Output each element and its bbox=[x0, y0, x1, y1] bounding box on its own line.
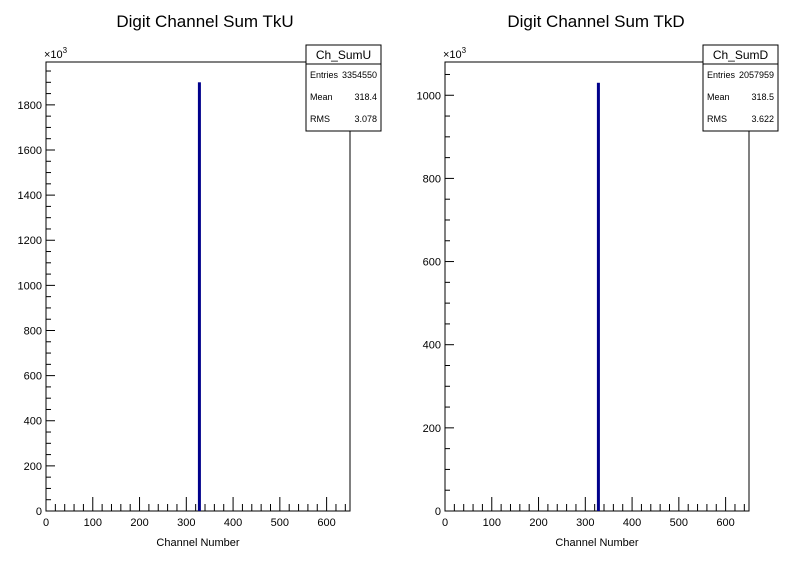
x-tick-label: 600 bbox=[716, 517, 734, 529]
y-tick-label: 1400 bbox=[18, 190, 42, 202]
x-tick-label: 200 bbox=[529, 517, 547, 529]
x-tick-label: 500 bbox=[670, 517, 688, 529]
y-tick-label: 200 bbox=[423, 423, 441, 435]
x-tick-label: 500 bbox=[271, 517, 289, 529]
x-tick-label: 200 bbox=[130, 517, 148, 529]
histogram-bar bbox=[596, 82, 600, 511]
stats-box: Ch_SumD Entries 2057959 Mean 318.5 RMS 3.622 bbox=[702, 44, 779, 132]
y-tick-label: 200 bbox=[24, 461, 42, 473]
y-tick-label: 400 bbox=[423, 340, 441, 352]
histogram-panel-1: Digit Channel Sum TkU0200400600800100012… bbox=[18, 12, 382, 549]
x-axis-label: Channel Number bbox=[555, 537, 638, 549]
y-tick-label: 800 bbox=[423, 173, 441, 185]
y-tick-label: 1800 bbox=[18, 100, 42, 112]
stats-label-entries: Entries bbox=[707, 70, 736, 80]
y-tick-label: 1000 bbox=[417, 90, 441, 102]
x-tick-label: 600 bbox=[317, 517, 335, 529]
x-tick-label: 400 bbox=[623, 517, 641, 529]
stats-label-entries: Entries bbox=[310, 70, 339, 80]
histogram-panel-2: Digit Channel Sum TkD 0 200 400 600 800 1000 0 1… bbox=[417, 12, 779, 549]
x-tick-label: 300 bbox=[576, 517, 594, 529]
chart-title: Digit Channel Sum TkD bbox=[507, 12, 684, 31]
stats-label-rms: RMS bbox=[707, 114, 727, 124]
x-tick-label: 300 bbox=[177, 517, 195, 529]
y-axis-multiplier: ×103 bbox=[44, 46, 68, 61]
stats-value-rms: 3.622 bbox=[751, 114, 774, 124]
stats-box-title: Ch_SumD bbox=[713, 48, 769, 62]
y-tick-label: 1000 bbox=[18, 280, 42, 292]
x-tick-label: 100 bbox=[84, 517, 102, 529]
y-tick-label: 600 bbox=[24, 371, 42, 383]
x-tick-label: 0 bbox=[442, 517, 448, 529]
stats-box: Ch_SumU Entries 3354550 Mean 318.4 RMS 3.078 bbox=[305, 44, 382, 132]
stats-box-frame bbox=[305, 44, 382, 132]
y-tick-label: 800 bbox=[24, 325, 42, 337]
y-tick-label: 0 bbox=[435, 506, 441, 518]
y-tick-label: 400 bbox=[24, 416, 42, 428]
y-tick-label: 0 bbox=[36, 506, 42, 518]
stats-value-entries: 3354550 bbox=[342, 70, 377, 80]
stats-value-rms: 3.078 bbox=[354, 114, 377, 124]
y-axis-multiplier: ×103 bbox=[443, 46, 467, 61]
y-tick-label: 600 bbox=[423, 257, 441, 269]
stats-label-rms: RMS bbox=[310, 114, 330, 124]
chart-title: Digit Channel Sum TkU bbox=[116, 12, 293, 31]
stats-value-mean: 318.5 bbox=[751, 92, 774, 102]
stats-value-mean: 318.4 bbox=[354, 92, 377, 102]
y-tick-label: 1600 bbox=[18, 145, 42, 157]
histogram-bar bbox=[197, 82, 201, 512]
stats-label-mean: Mean bbox=[707, 92, 730, 102]
x-axis-label: Channel Number bbox=[156, 537, 239, 549]
stats-value-entries: 2057959 bbox=[739, 70, 774, 80]
stats-box-frame bbox=[702, 44, 779, 132]
x-tick-label: 0 bbox=[43, 517, 49, 529]
y-tick-label: 1200 bbox=[18, 235, 42, 247]
x-tick-label: 100 bbox=[483, 517, 501, 529]
x-tick-label: 400 bbox=[224, 517, 242, 529]
stats-box-title: Ch_SumU bbox=[316, 48, 371, 62]
stats-label-mean: Mean bbox=[310, 92, 333, 102]
